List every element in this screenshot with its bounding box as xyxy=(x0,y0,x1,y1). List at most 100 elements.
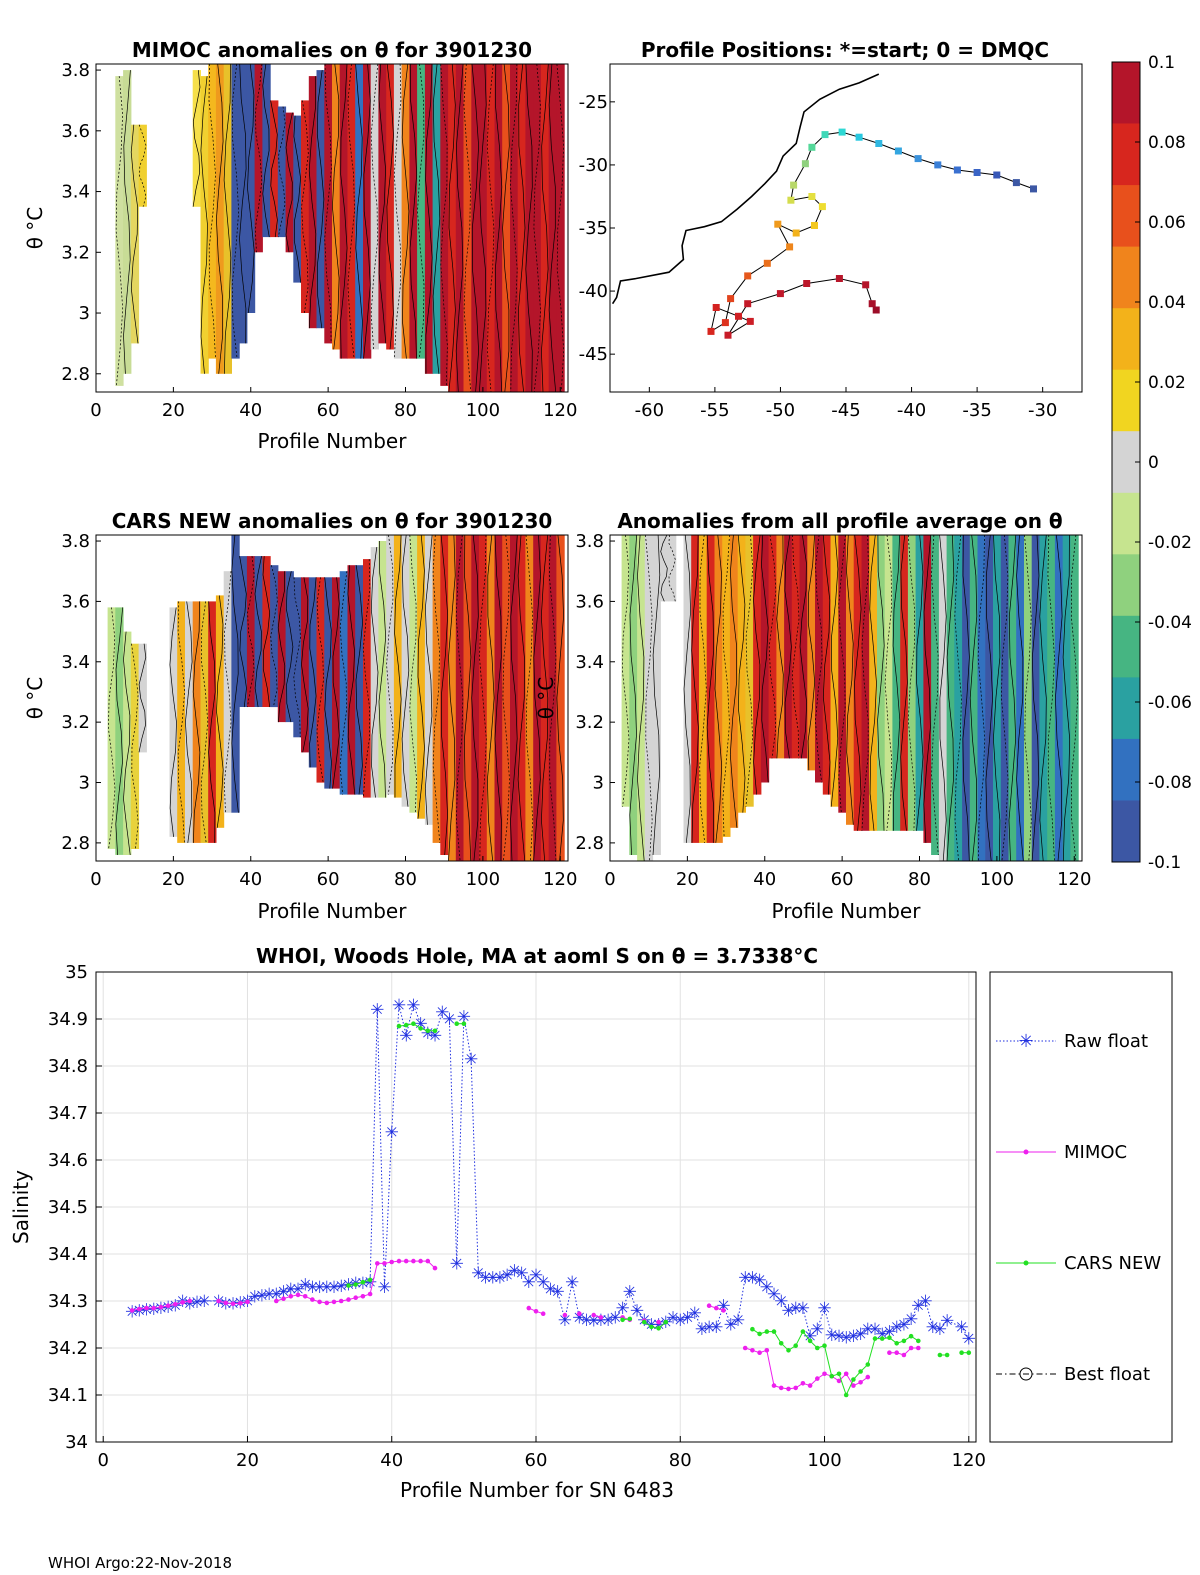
mimoc-point xyxy=(714,1305,719,1311)
cars-new-point xyxy=(894,1341,899,1346)
raw-float-point: ✳ xyxy=(623,1283,637,1303)
cars-new-point xyxy=(461,1021,467,1026)
raw-float-point: ✳ xyxy=(370,1001,384,1021)
average-cell xyxy=(915,535,924,831)
mimoc-point xyxy=(158,1304,164,1310)
raw-float-point: ✳ xyxy=(558,1311,572,1331)
mimoc-contour xyxy=(401,63,410,359)
colorbar-band xyxy=(1112,615,1140,678)
average-contour xyxy=(1062,534,1071,862)
cars-contour xyxy=(293,577,301,738)
average-contour xyxy=(660,534,668,602)
mimoc-point xyxy=(540,1311,546,1316)
cars-contour xyxy=(448,534,456,862)
mimoc-cell xyxy=(378,64,387,344)
raw-float-point: ✳ xyxy=(327,1278,341,1298)
mimoc-point xyxy=(815,1376,820,1381)
panel-profile-average-anomalies: Anomalies from all profile average on θ … xyxy=(534,509,1091,923)
raw-float-line xyxy=(132,1003,970,1339)
mimoc-cell xyxy=(254,64,263,253)
average-cell xyxy=(815,535,824,783)
mimoc-contour xyxy=(463,63,472,393)
raw-float-point: ✳ xyxy=(486,1269,500,1289)
cars-cell xyxy=(517,535,526,861)
mimoc-point xyxy=(858,1380,863,1385)
mimoc-xtick-label: 20 xyxy=(162,400,185,421)
raw-float-point: ✳ xyxy=(334,1277,348,1297)
mimoc-cell xyxy=(401,64,410,359)
mimoc-point xyxy=(894,1350,899,1355)
mimoc-contour xyxy=(378,63,387,344)
cars-cell xyxy=(548,535,557,861)
raw-float-point: ✳ xyxy=(673,1311,687,1331)
average-cell xyxy=(784,535,793,759)
average-cell xyxy=(853,535,862,831)
average-contour xyxy=(939,534,947,862)
cars-xtick-label: 40 xyxy=(239,869,262,890)
profile-position-marker xyxy=(808,143,816,151)
average-contour xyxy=(916,534,924,831)
mimoc-xtick-label: 100 xyxy=(466,400,500,421)
positions-xtick-label: -50 xyxy=(766,400,795,421)
mimoc-point xyxy=(375,1261,380,1266)
mimoc-point xyxy=(274,1298,279,1304)
raw-float-point: ✳ xyxy=(615,1299,629,1319)
raw-float-point: ✳ xyxy=(536,1273,550,1293)
colorbar-band xyxy=(1112,62,1140,124)
footer-credit: WHOI Argo:22-Nov-2018 xyxy=(48,1554,232,1572)
cars-new-point xyxy=(836,1371,842,1377)
mimoc-contour xyxy=(548,63,557,393)
mimoc-cell xyxy=(471,64,480,392)
raw-float-point: ✳ xyxy=(442,1010,456,1030)
raw-float-point: ✳ xyxy=(651,1316,665,1336)
raw-float-point: ✳ xyxy=(702,1318,716,1338)
raw-float-point: ✳ xyxy=(601,1311,615,1331)
cars-axes-frame xyxy=(95,534,569,862)
cars-contour xyxy=(347,565,356,795)
cars-xtick-label: 80 xyxy=(394,869,417,890)
colorbar-band xyxy=(1112,554,1140,617)
average-contour xyxy=(714,534,723,843)
average-cell xyxy=(737,535,746,813)
cars-contour xyxy=(479,534,487,862)
mimoc-contour xyxy=(293,115,302,283)
average-cell xyxy=(838,535,847,813)
colorbar-tick-label: -0.04 xyxy=(1148,613,1192,633)
cars-new-point xyxy=(786,1348,791,1353)
average-heatmap-cells xyxy=(621,535,1079,861)
mimoc-contour xyxy=(340,63,348,359)
salinity-ytick-label: 34.6 xyxy=(48,1150,88,1171)
raw-float-point: ✳ xyxy=(132,1301,146,1321)
mimoc-contour xyxy=(541,63,549,393)
cars-new-point xyxy=(887,1335,892,1340)
raw-float-point: ✳ xyxy=(911,1297,925,1317)
mimoc-ytick-label: 3.2 xyxy=(61,242,90,263)
cars-new-point xyxy=(649,1324,654,1330)
mimoc-point xyxy=(338,1298,344,1304)
colorbar-tick-label: -0.02 xyxy=(1148,533,1192,553)
average-cell xyxy=(791,535,801,759)
raw-float-point: ✳ xyxy=(435,1003,449,1023)
cars-new-point xyxy=(656,1326,661,1331)
colorbar-band xyxy=(1112,800,1140,863)
average-contour xyxy=(1024,534,1032,862)
raw-float-point: ✳ xyxy=(197,1292,211,1312)
cars-new-point xyxy=(865,1362,871,1367)
profile-position-marker xyxy=(744,300,752,308)
cars-new-point xyxy=(764,1329,770,1334)
cars-new-point xyxy=(663,1319,669,1325)
average-cell xyxy=(668,535,677,602)
cars-contour xyxy=(123,631,131,856)
average-cell xyxy=(637,535,646,861)
cars-cell xyxy=(448,535,457,861)
mimoc-ytick-label: 3.4 xyxy=(61,182,90,203)
average-cell xyxy=(962,535,971,861)
salinity-xtick-label: 80 xyxy=(669,1450,692,1471)
mimoc-contour xyxy=(347,63,355,359)
raw-float-point: ✳ xyxy=(190,1293,204,1313)
mimoc-cell xyxy=(223,64,232,374)
panel-salinity-series: ✳✳ ✳✳ ✳✳✳ ✳✳✳✳✳✳✳✳✳✳✳✳✳ ✳✳✳✳✳✳✳✳✳✳✳✳✳✳✳✳✳✳✳✳… xyxy=(9,944,986,1502)
salinity-xtick-label: 20 xyxy=(236,1450,259,1471)
average-contour xyxy=(1031,534,1040,862)
mimoc-point xyxy=(706,1303,712,1308)
